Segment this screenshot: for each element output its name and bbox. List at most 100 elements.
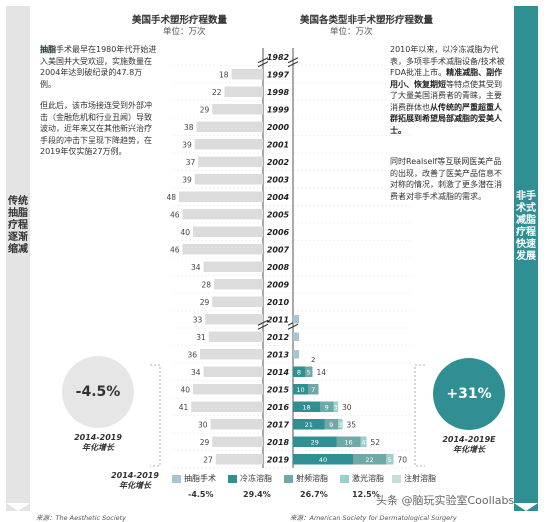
cagr-laser: 12.5% [352,490,380,499]
right-bar-value-2014-1: 5 [307,368,311,376]
category-label-2015: 2015 [267,385,290,394]
right-bar-2016-0 [293,401,320,412]
category-label-1999: 1999 [267,105,290,114]
right-bar-value-2018-0: 29 [311,438,319,446]
right-sidebar-text: 非手术式减脂疗程快速发展 [516,191,536,262]
left-bar-1999 [212,104,263,115]
category-label-2006: 2006 [267,228,290,237]
left-bar-2018 [212,436,263,447]
right-bar-2016-2 [333,401,338,412]
left-bar-label-2010: 29 [200,298,210,307]
left-bar-2001 [194,139,263,150]
category-label-1998: 1998 [267,88,290,97]
left-bar-label-2012: 31 [196,333,206,342]
legend-label: 注射溶脂 [404,474,436,483]
category-label-1997: 1997 [267,70,290,79]
left-bar-2007 [182,244,263,255]
category-label-2000: 2000 [267,123,290,132]
right-bar-value-2019-2: 5 [388,456,392,464]
left-bar-label-2005: 46 [170,210,180,219]
right-bar-2018-2 [360,436,367,447]
right-bar-value-2018-2: 4 [361,438,365,446]
left-growth-label-1: 2014-2019 [74,433,122,442]
left-bar-2002 [198,156,263,167]
category-label-2004: 2004 [267,193,290,202]
right-paragraph-1-a: 2010年以来，以冷冻减脂为代表，多项非手术减脂设备/技术被FDA批准上市。 [390,45,505,77]
right-bar-value-2016-0: 18 [302,403,310,411]
category-label-2017: 2017 [267,420,290,429]
left-bar-label-2014: 34 [191,368,201,377]
right-bar-stub-2011 [293,315,299,324]
right-growth-circle: +31% [433,358,505,430]
left-bar-label-2011: 33 [193,315,203,324]
category-label-1982: 1982 [267,53,290,62]
left-bar-label-1997: 18 [219,70,229,79]
right-bar-value-2017-2: 3 [338,421,342,429]
left-bar-2004 [179,191,263,202]
right-bar-value-2017-1: 9 [329,421,333,429]
right-bar-total-2018: 52 [371,438,381,447]
right-bar-total-2019: 70 [398,455,408,464]
legend-rf: 射频溶脂 [284,473,328,484]
left-paragraph-1: 抽脂手术最早在1980年代开始进入美国并大受欢迎，实施数量在2004年达到破纪录… [40,44,158,90]
right-growth-label: 2014-2019E 年化增长 [427,435,511,455]
right-bar-value-2016-1: 9 [325,403,329,411]
right-bar-2015-0 [293,384,308,395]
left-bar-label-2009: 28 [201,280,211,289]
left-growth-bracket [150,364,161,467]
left-bar-2009 [214,279,263,290]
left-bar-label-1999: 29 [200,105,210,114]
right-bar-2019-2 [386,454,394,465]
left-bar-2012 [208,331,263,342]
right-bar-toplabel-2013: 2 [311,356,315,364]
left-source: 来源：The Aesthetic Society [36,514,127,522]
left-bar-2006 [193,226,263,237]
right-chart-unit: 单位：万次 [330,27,373,37]
left-sidebar: 传统抽脂疗程逐渐缩减 [6,6,30,511]
bottom-cagr-label-1: 2014-2019 [111,471,159,480]
legend-swatch-icon [172,474,181,483]
left-bar-2005 [182,209,263,220]
right-growth-label-2: 年化增长 [453,445,485,454]
left-bar-2015 [193,384,263,395]
right-bar-total-2016: 30 [342,403,352,412]
right-bar-total-2014: 14 [317,368,327,377]
legend-swatch-icon [228,474,237,483]
left-bar-label-2018: 29 [200,438,210,447]
right-axis-break-icon [287,57,299,68]
watermark: 头条 @脑玩实验室Coollabs [376,494,515,507]
left-sidebar-arrow [6,503,30,511]
right-paragraph-1: 2010年以来，以冷冻减脂为代表，多项非手术减脂设备/技术被FDA批准上市。精准… [390,44,508,136]
left-bar-label-2003: 39 [182,175,192,184]
left-bar-2019 [215,454,263,465]
right-growth-label-1: 2014-2019E [442,435,496,444]
left-bar-label-2008: 34 [191,263,201,272]
right-growth-bracket [414,364,425,467]
left-bar-2011 [205,314,263,325]
legend-label: 冷冻溶脂 [240,474,272,483]
left-sidebar-text: 传统抽脂疗程逐渐缩减 [8,196,28,255]
left-bar-2003 [194,174,263,185]
left-axis-break-icon [257,319,269,330]
right-bar-2014-0 [293,366,305,377]
right-chart-title: 美国各类型非手术塑形疗程数量 [300,15,434,26]
cagr-rf: 26.7% [300,490,328,499]
right-bar-2016-1 [320,401,334,412]
right-sidebar: 非手术式减脂疗程快速发展 [514,6,538,511]
right-bar-total-2017: 35 [347,420,357,429]
left-growth-label: 2014-2019 年化增长 [56,433,140,453]
left-bar-1997 [231,69,263,80]
bottom-cagr-label-2: 年化增长 [119,481,151,490]
right-paragraph-1-b: 精准减脂、副作用小、恢复期短 [390,68,503,89]
right-bar-stub-2012 [293,332,299,341]
right-bar-value-2019-1: 22 [365,456,373,464]
category-label-2003: 2003 [267,175,290,184]
right-bar-2019-1 [353,454,386,465]
category-label-2007: 2007 [267,245,290,254]
right-bar-value-2018-1: 16 [344,438,352,446]
left-bar-2010 [212,296,263,307]
legend-cryolipolysis: 冷冻溶脂 [228,473,272,484]
category-label-2011: 2011 [267,315,289,324]
right-bar-stub-2013 [293,350,299,359]
right-bar-2017-0 [293,419,325,430]
